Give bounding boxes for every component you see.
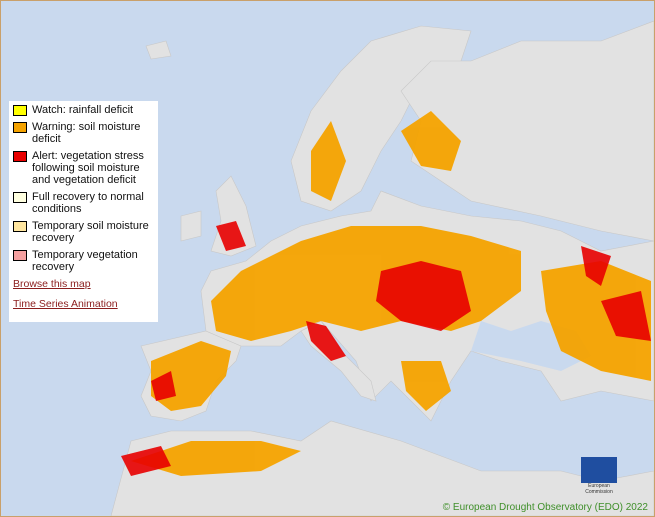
alert-area [216, 221, 246, 251]
legend-swatch [13, 151, 27, 162]
legend-label: Full recovery to normal conditions [32, 191, 144, 215]
legend-swatch [13, 192, 27, 203]
drought-area [401, 111, 461, 171]
alert-area [376, 261, 471, 331]
legend-swatch [13, 105, 27, 116]
drought-area [131, 441, 301, 476]
drought-area [401, 361, 451, 411]
legend-item: Alert: vegetation stress following soil … [9, 150, 158, 186]
credit: © European Drought Observatory (EDO) 202… [442, 502, 648, 513]
land [400, 20, 654, 242]
drought-area [311, 121, 346, 201]
alert-area [151, 371, 176, 401]
logo-text: European Commission [585, 483, 613, 495]
alert-area [121, 446, 171, 476]
legend-item: Temporary soil moisture recovery [9, 220, 158, 244]
legend-swatch [13, 250, 27, 261]
legend-item: Watch: rainfall deficit [9, 104, 158, 116]
legend-swatch [13, 122, 27, 133]
alert-area [306, 321, 346, 361]
eu-flag [581, 457, 617, 483]
alert-area [601, 291, 651, 341]
alert-area [581, 246, 611, 286]
legend-label: Alert: vegetation stress following soil … [32, 150, 144, 186]
logo: European Commission [579, 457, 619, 501]
legend-item: Warning: soil moisture deficit [9, 121, 158, 145]
legend: Watch: rainfall deficit Warning: soil moi… [9, 101, 158, 322]
legend-item: Temporary vegetation recovery [9, 249, 158, 273]
land [145, 40, 172, 60]
drought-area [541, 261, 651, 381]
legend-label: Temporary vegetation recovery [32, 249, 138, 273]
land [180, 210, 202, 242]
legend-label: Watch: rainfall deficit [32, 104, 134, 116]
link[interactable]: Time Series Animation [13, 298, 118, 310]
legend-label: Warning: soil moisture deficit [32, 121, 141, 145]
legend-item: Full recovery to normal conditions [9, 191, 158, 215]
legend-swatch [13, 221, 27, 232]
link[interactable]: Browse this map [13, 278, 91, 290]
legend-label: Temporary soil moisture recovery [32, 220, 149, 244]
